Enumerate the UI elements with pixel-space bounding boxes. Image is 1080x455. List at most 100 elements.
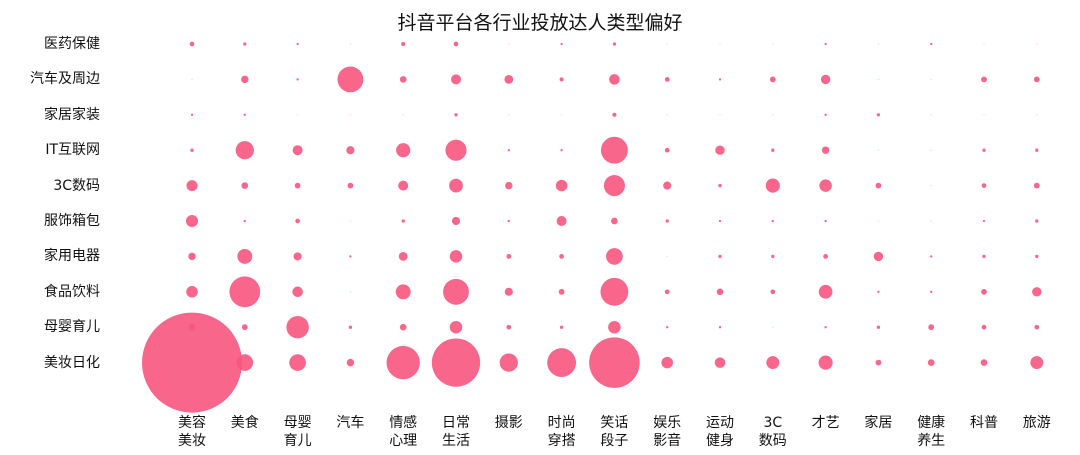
- bubble: [877, 149, 880, 151]
- x-tick-label: 情感 心理: [389, 415, 418, 449]
- bubble: [556, 216, 567, 226]
- bubble: [243, 113, 246, 116]
- bubble: [875, 359, 882, 366]
- bubble: [609, 74, 620, 85]
- bubble: [877, 78, 880, 80]
- bubble: [772, 326, 774, 328]
- bubble: [983, 114, 985, 116]
- bubble: [927, 359, 935, 366]
- x-tick-label: 摄影: [494, 415, 523, 431]
- bubble: [398, 180, 409, 191]
- bubble: [347, 182, 354, 189]
- bubble: [401, 219, 405, 223]
- bubble: [399, 323, 407, 331]
- bubble: [508, 114, 510, 116]
- bubble: [877, 220, 880, 222]
- bubble: [983, 43, 985, 45]
- bubble: [876, 325, 881, 329]
- bubble: [395, 284, 411, 300]
- bubble: [504, 74, 514, 84]
- bubble: [560, 42, 563, 46]
- bubble: [823, 254, 828, 259]
- bubble: [243, 42, 247, 46]
- bubble: [296, 42, 299, 46]
- bubble: [1036, 114, 1038, 116]
- bubble: [499, 353, 518, 372]
- bubble: [296, 78, 299, 81]
- bubble: [876, 113, 881, 117]
- bubble: [766, 356, 780, 370]
- x-tick-label: 娱乐 影音: [653, 415, 682, 449]
- bubble: [1035, 219, 1039, 223]
- bubble: [561, 114, 563, 116]
- bubble: [664, 289, 670, 295]
- bubble: [292, 286, 303, 298]
- bubble: [185, 214, 199, 228]
- bubble: [241, 182, 249, 189]
- bubble: [236, 354, 254, 371]
- bubble: [190, 113, 194, 116]
- bubble: [396, 143, 411, 158]
- bubble: [714, 357, 726, 368]
- bubble: [449, 320, 463, 334]
- chart-title: 抖音平台各行业投放达人类型偏好: [397, 12, 683, 34]
- bubble: [930, 185, 932, 187]
- bubble: [718, 326, 722, 329]
- bubble: [715, 145, 725, 155]
- bubble: [506, 324, 512, 330]
- bubble: [229, 276, 261, 308]
- bubble: [1033, 182, 1040, 189]
- bubble: [1036, 43, 1038, 45]
- bubble: [930, 78, 932, 80]
- x-tick-label: 才艺: [811, 415, 840, 431]
- bubble: [663, 181, 672, 190]
- bubble: [873, 251, 884, 262]
- bubble: [349, 220, 351, 222]
- bubble: [771, 254, 775, 259]
- y-tick-label: IT互联网: [45, 142, 100, 159]
- bubble: [451, 74, 461, 85]
- bubble: [930, 220, 932, 222]
- bubble: [930, 114, 932, 116]
- bubble: [818, 284, 833, 299]
- bubble: [449, 178, 463, 193]
- y-tick-label: 汽车及周边: [30, 71, 100, 88]
- bubble: [294, 182, 301, 189]
- x-tick-label: 运动 健身: [706, 415, 734, 449]
- bubble: [771, 148, 775, 152]
- bubble: [608, 320, 621, 334]
- bubble: [981, 324, 987, 330]
- bubble: [560, 149, 563, 152]
- bubble: [824, 42, 827, 46]
- bubble: [981, 183, 987, 188]
- bubble: [142, 312, 242, 413]
- y-tick-label: 母婴育儿: [44, 319, 100, 336]
- bubble: [981, 288, 987, 295]
- bubble: [820, 74, 831, 85]
- bubble: [297, 114, 299, 116]
- bubble: [719, 114, 721, 116]
- y-tick-label: 食品饮料: [44, 283, 100, 300]
- bubble: [765, 178, 780, 193]
- bubble: [399, 76, 407, 83]
- y-tick-label: 服饰箱包: [44, 213, 100, 229]
- x-tick-label: 美食: [230, 415, 259, 431]
- bubble: [190, 148, 194, 152]
- bubble: [186, 286, 198, 298]
- bubble: [666, 255, 668, 257]
- bubble: [1032, 287, 1042, 297]
- bubble: [1035, 148, 1039, 152]
- bubble: [188, 252, 196, 261]
- bubble: [661, 356, 673, 369]
- bubble: [349, 255, 352, 258]
- bubble: [237, 248, 253, 264]
- bubble: [189, 41, 195, 47]
- bubble: [449, 250, 463, 263]
- x-tick-label: 笑话 段子: [600, 415, 629, 449]
- bubble: [664, 147, 670, 153]
- bubble: [981, 76, 987, 83]
- x-tick-label: 美容 美妆: [178, 415, 206, 449]
- bubble: [295, 218, 300, 224]
- bubble: [716, 288, 724, 296]
